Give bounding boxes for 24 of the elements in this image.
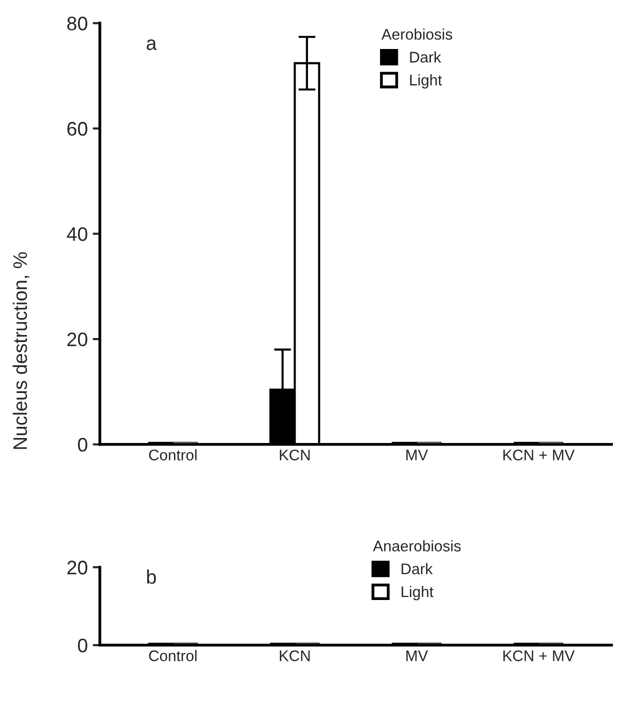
y-tick-label: 80: [67, 16, 88, 30]
legend-title: Anaerobiosis: [372, 540, 461, 552]
x-tick-label: Control: [149, 650, 197, 662]
x-tick-label: Control: [149, 449, 197, 460]
legend-title: Aerobiosis: [381, 28, 452, 40]
legend-label: Dark: [402, 563, 433, 574]
y-axis-title: Nucleus destruction, %: [12, 252, 30, 449]
annotation: a: [146, 39, 157, 50]
x-tick-label: KCN + MV: [503, 450, 575, 460]
y-tick-label: 0: [78, 438, 88, 452]
x-tick-label: KCN: [280, 650, 310, 662]
legend-label: Light: [410, 74, 442, 88]
x-tick-label: KCN + MV: [503, 650, 575, 662]
y-tick-label: 60: [67, 122, 88, 136]
legend-label: Dark: [410, 51, 442, 63]
y-tick-label: 20: [67, 560, 88, 574]
y-tick-label: 0: [78, 638, 88, 652]
legend-label: Light: [402, 586, 434, 600]
x-tick-label: MV: [406, 650, 428, 662]
annotation: b: [147, 570, 156, 584]
x-tick-label: MV: [406, 450, 428, 460]
x-tick-label: KCN: [280, 450, 310, 460]
y-tick-label: 20: [67, 332, 88, 346]
y-tick-label: 40: [66, 227, 88, 242]
